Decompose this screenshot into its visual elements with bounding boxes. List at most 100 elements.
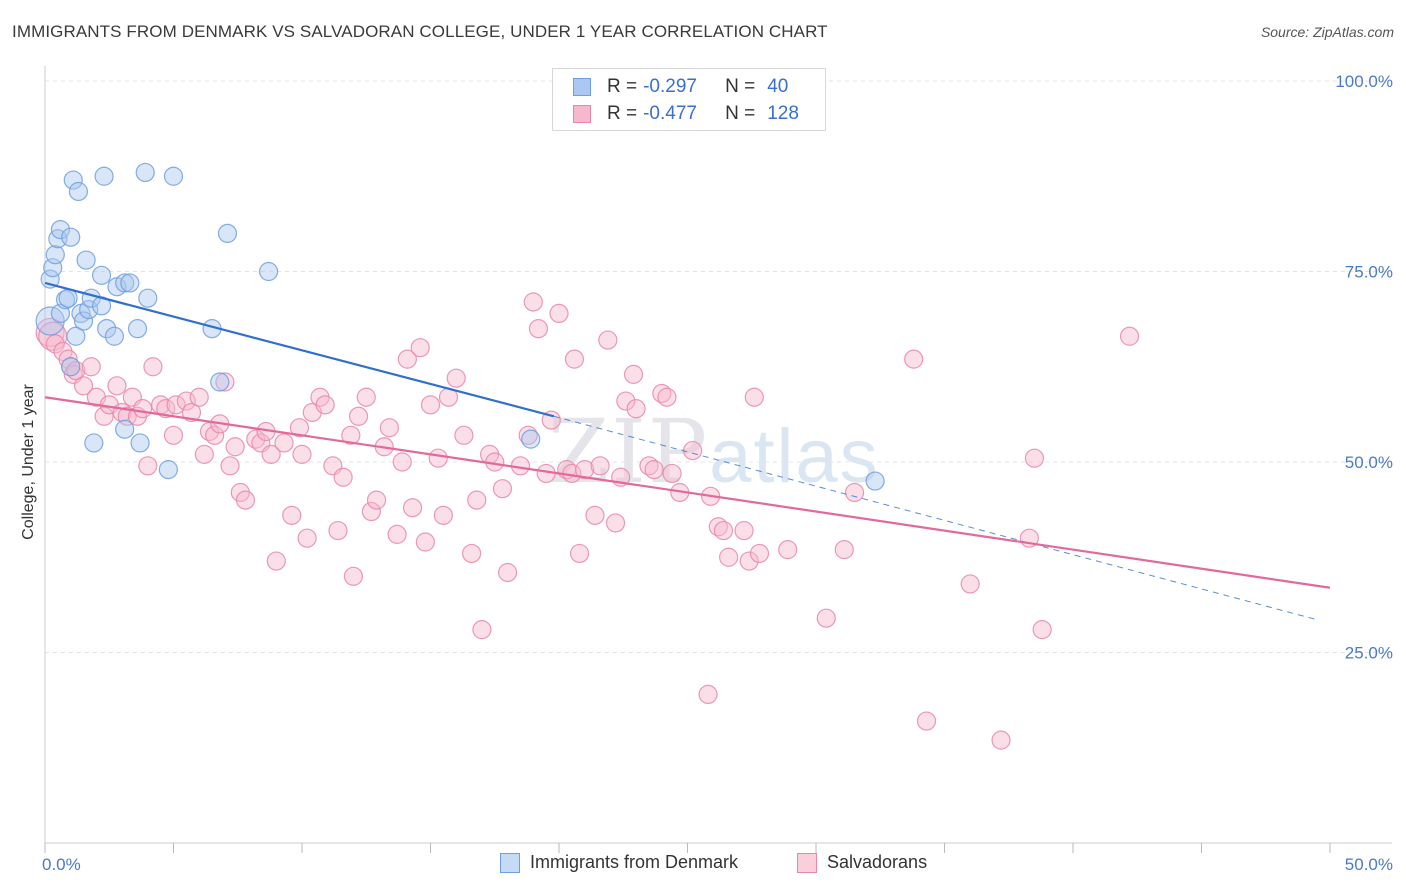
denmark-point	[210, 372, 230, 392]
chart-title: IMMIGRANTS FROM DENMARK VS SALVADORAN CO…	[12, 22, 828, 41]
denmark-point	[63, 170, 83, 190]
salvadoran-point	[235, 490, 256, 510]
salvadoran-point	[266, 551, 286, 571]
denmark-trend-line	[44, 281, 555, 418]
legend-r-label: R =	[607, 76, 638, 97]
denmark-point	[58, 288, 78, 308]
salvadoran-point	[205, 425, 225, 445]
salvadoran-point	[778, 540, 798, 560]
salvadoran-point	[683, 440, 703, 461]
denmark-point	[104, 326, 124, 346]
salvadoran-point	[916, 711, 937, 731]
y-axis-title: College, Under 1 year	[20, 384, 37, 540]
salvadoran-point	[605, 513, 626, 533]
salvadoran-point	[713, 520, 734, 541]
salvadoran-point	[454, 425, 474, 445]
legend-r-value: -0.297	[643, 76, 697, 97]
salvadoran-point	[415, 532, 435, 552]
salvadoran-point	[143, 357, 163, 377]
salvadoran-point	[744, 387, 764, 407]
salvadoran-point	[387, 524, 407, 544]
bottom-legend-swatch-pink	[797, 852, 817, 873]
salvadoran-point	[844, 482, 865, 503]
salvadoran-point	[708, 517, 728, 537]
source-credit: Source: ZipAtlas.com	[1260, 24, 1394, 40]
denmark-point	[45, 245, 65, 265]
correlation-legend: R = -0.297 N = 40 R = -0.477 N = 128	[552, 68, 826, 131]
salvadoran-point	[402, 498, 423, 518]
salvadoran-point	[45, 334, 65, 354]
denmark-point	[258, 261, 279, 282]
salvadoran-point	[626, 399, 646, 419]
salvadoran-point	[181, 402, 202, 423]
denmark-point	[61, 357, 81, 377]
salvadoran-point	[904, 349, 924, 369]
salvadoran-point	[575, 460, 595, 480]
salvadoran-point	[523, 292, 543, 312]
salvadoran-point	[446, 368, 466, 388]
salvadoran-point	[749, 543, 770, 564]
salvadoran-point	[261, 444, 281, 464]
salvadoran-point	[734, 520, 754, 541]
salvadoran-point	[156, 399, 176, 419]
salvadoran-point	[462, 543, 482, 564]
denmark-point	[158, 460, 178, 480]
y-tick-label: 50.0%	[1345, 453, 1393, 472]
salvadoran-point	[246, 429, 266, 449]
denmark-point	[73, 311, 94, 331]
watermark: ZIPatlas	[548, 400, 880, 503]
salvadoran-point	[379, 418, 399, 438]
salvadoran-point	[215, 372, 235, 392]
salvadoran-point	[94, 406, 114, 426]
salvadoran-point	[366, 490, 387, 510]
salvadoran-point	[549, 303, 569, 324]
denmark-point	[521, 429, 541, 449]
denmark-point	[115, 273, 135, 293]
salvadoran-point	[467, 490, 487, 510]
y-tick-label: 25.0%	[1345, 644, 1393, 663]
salvadoran-point	[66, 360, 86, 381]
salvadoran-point	[133, 399, 153, 419]
salvadoran-point	[356, 387, 376, 407]
legend-r-value: -0.477	[643, 103, 697, 124]
denmark-point	[865, 471, 885, 491]
salvadoran-point	[289, 418, 310, 438]
salvadoran-point	[991, 730, 1011, 750]
legend-n-label: N =	[725, 76, 756, 97]
salvadoran-point	[58, 349, 78, 369]
denmark-point	[120, 273, 140, 293]
legend-swatch-pink	[573, 105, 591, 123]
salvadoran-point	[348, 406, 369, 426]
bottom-legend-label: Salvadorans	[827, 852, 928, 872]
salvadoran-point	[657, 387, 677, 407]
salvadoran-point	[662, 463, 682, 484]
salvadoran-point	[698, 684, 718, 705]
salvadoran-point	[297, 528, 317, 548]
salvadoran-point	[73, 376, 94, 396]
x-tick-label: 50.0%	[1345, 855, 1393, 874]
bottom-legend-denmark: Immigrants from Denmark	[500, 852, 738, 873]
denmark-point	[66, 326, 86, 346]
salvadoran-point	[960, 574, 980, 594]
denmark-point	[115, 419, 135, 439]
salvadoran-point	[569, 543, 590, 564]
salvadoran-point	[107, 376, 127, 396]
legend-swatch-blue	[573, 78, 591, 96]
denmark-point	[79, 300, 99, 320]
watermark-zip: ZIP	[548, 400, 710, 503]
salvadoran-point	[397, 349, 417, 369]
salvadoran-point	[528, 319, 549, 339]
salvadoran-point	[410, 338, 430, 358]
salvadoran-point	[739, 551, 759, 571]
salvadoran-point	[343, 566, 363, 586]
salvadoran-point	[498, 562, 518, 583]
denmark-point	[76, 250, 96, 270]
salvadoran-point	[361, 501, 381, 522]
salvadoran-point	[166, 395, 186, 415]
denmark-point	[97, 319, 117, 339]
salvadoran-point	[220, 456, 240, 476]
legend-n-value: 40	[767, 76, 789, 97]
salvadoran-point	[138, 456, 158, 476]
denmark-point	[138, 288, 158, 308]
